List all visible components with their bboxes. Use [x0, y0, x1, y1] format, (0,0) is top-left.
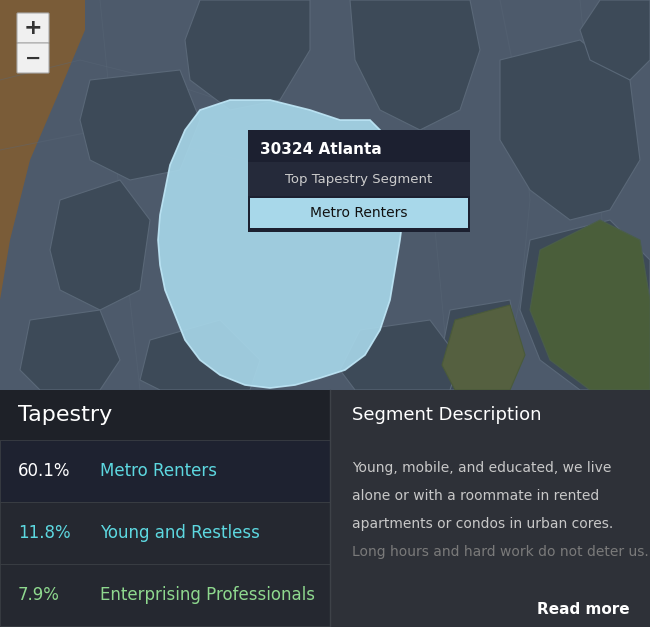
Bar	[0, 390, 330, 627]
FancyBboxPatch shape	[17, 43, 49, 73]
Text: Tapestry: Tapestry	[18, 405, 112, 425]
Text: 7.9%: 7.9%	[18, 586, 60, 604]
Bar	[248, 162, 470, 196]
Text: Young, mobile, and educated, we live: Young, mobile, and educated, we live	[352, 461, 612, 475]
Text: Top Tapestry Segment: Top Tapestry Segment	[285, 172, 433, 186]
Polygon shape	[20, 310, 120, 390]
Polygon shape	[520, 220, 650, 390]
Text: Metro Renters: Metro Renters	[310, 206, 408, 220]
Bar	[0, 564, 330, 626]
Polygon shape	[80, 70, 200, 180]
Bar	[0, 390, 330, 440]
Polygon shape	[50, 180, 150, 310]
Bar	[0, 440, 330, 502]
Text: −: −	[25, 48, 41, 68]
Bar	[248, 130, 470, 232]
Text: +: +	[23, 18, 42, 38]
Polygon shape	[185, 0, 310, 110]
Bar	[330, 390, 650, 627]
Polygon shape	[530, 220, 650, 390]
Polygon shape	[350, 0, 480, 130]
Polygon shape	[580, 0, 650, 80]
Text: Young and Restless: Young and Restless	[100, 524, 260, 542]
Text: alone or with a roommate in rented: alone or with a roommate in rented	[352, 489, 599, 503]
Polygon shape	[158, 100, 405, 388]
Text: Segment Description: Segment Description	[352, 406, 541, 424]
Text: Metro Renters: Metro Renters	[100, 462, 217, 480]
FancyBboxPatch shape	[17, 13, 49, 43]
Text: Long hours and hard work do not deter us.: Long hours and hard work do not deter us…	[352, 545, 649, 559]
Text: apartments or condos in urban cores.: apartments or condos in urban cores.	[352, 517, 613, 531]
Polygon shape	[442, 305, 525, 390]
Text: 11.8%: 11.8%	[18, 524, 71, 542]
Bar	[0, 0, 650, 390]
Polygon shape	[440, 300, 520, 390]
Text: Enterprising Professionals: Enterprising Professionals	[100, 586, 315, 604]
Polygon shape	[340, 320, 460, 390]
Text: Read more: Read more	[538, 601, 630, 616]
Bar	[0, 502, 330, 564]
Polygon shape	[0, 0, 85, 300]
Text: 60.1%: 60.1%	[18, 462, 70, 480]
Polygon shape	[500, 40, 640, 220]
Text: 30324 Atlanta: 30324 Atlanta	[260, 142, 382, 157]
Bar	[250, 198, 468, 228]
Polygon shape	[140, 320, 260, 390]
